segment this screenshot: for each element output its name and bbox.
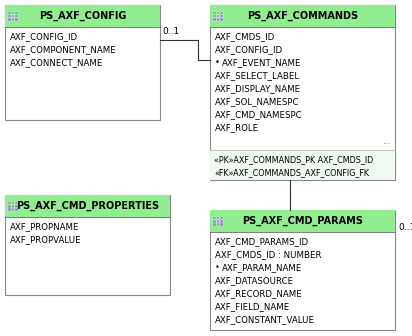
Text: •: •: [215, 58, 220, 67]
Bar: [15, 15, 18, 17]
Bar: [5, 195, 170, 217]
Text: •: •: [215, 263, 220, 272]
Text: AXF_CONFIG_ID: AXF_CONFIG_ID: [215, 45, 283, 54]
Bar: [210, 210, 395, 232]
Text: ...: ...: [382, 137, 390, 146]
Text: AXF_CMD_NAMESPC: AXF_CMD_NAMESPC: [215, 110, 303, 119]
Text: AXF_DISPLAY_NAME: AXF_DISPLAY_NAME: [215, 84, 301, 93]
Text: AXF_SOL_NAMESPC: AXF_SOL_NAMESPC: [215, 97, 300, 106]
Text: «FK»AXF_COMMANDS_AXF_CONFIG_FK: «FK»AXF_COMMANDS_AXF_CONFIG_FK: [214, 168, 369, 177]
Text: AXF_PROPNAME: AXF_PROPNAME: [10, 222, 80, 231]
Bar: [213, 220, 216, 222]
Bar: [213, 15, 216, 17]
Text: AXF_CMD_PARAMS_ID: AXF_CMD_PARAMS_ID: [215, 237, 309, 246]
Text: AXF_PROPVALUE: AXF_PROPVALUE: [10, 235, 82, 244]
Bar: [9, 11, 11, 14]
Bar: [12, 205, 14, 208]
Text: AXF_PARAM_NAME: AXF_PARAM_NAME: [222, 263, 302, 272]
Text: AXF_COMPONENT_NAME: AXF_COMPONENT_NAME: [10, 45, 117, 54]
Bar: [213, 216, 216, 219]
Bar: [15, 202, 18, 204]
Bar: [210, 5, 395, 180]
Text: AXF_RECORD_NAME: AXF_RECORD_NAME: [215, 289, 303, 298]
Bar: [213, 18, 216, 21]
Text: AXF_SELECT_LABEL: AXF_SELECT_LABEL: [215, 71, 300, 80]
Bar: [5, 5, 160, 120]
Bar: [217, 15, 220, 17]
Bar: [15, 11, 18, 14]
Text: AXF_CMDS_ID: AXF_CMDS_ID: [215, 32, 275, 41]
Bar: [9, 208, 11, 211]
Text: PS_AXF_CMD_PROPERTIES: PS_AXF_CMD_PROPERTIES: [16, 201, 159, 211]
Bar: [217, 18, 220, 21]
Bar: [9, 18, 11, 21]
Text: PS_AXF_CMD_PARAMS: PS_AXF_CMD_PARAMS: [242, 216, 363, 226]
Bar: [220, 220, 223, 222]
Bar: [220, 11, 223, 14]
Bar: [9, 205, 11, 208]
Bar: [217, 216, 220, 219]
Bar: [15, 205, 18, 208]
Bar: [210, 150, 395, 180]
Bar: [220, 18, 223, 21]
Bar: [217, 223, 220, 226]
Bar: [220, 15, 223, 17]
Text: AXF_CONSTANT_VALUE: AXF_CONSTANT_VALUE: [215, 315, 315, 324]
Text: AXF_ROLE: AXF_ROLE: [215, 123, 259, 132]
Bar: [12, 202, 14, 204]
Bar: [15, 18, 18, 21]
Text: PS_AXF_CONFIG: PS_AXF_CONFIG: [39, 11, 126, 21]
Bar: [210, 5, 395, 27]
Bar: [220, 216, 223, 219]
Bar: [12, 208, 14, 211]
Bar: [15, 208, 18, 211]
Bar: [210, 210, 395, 330]
Text: PS_AXF_COMMANDS: PS_AXF_COMMANDS: [247, 11, 358, 21]
Bar: [220, 223, 223, 226]
Text: AXF_CONFIG_ID: AXF_CONFIG_ID: [10, 32, 78, 41]
Bar: [213, 11, 216, 14]
Bar: [217, 11, 220, 14]
Bar: [213, 223, 216, 226]
Text: 0..1: 0..1: [398, 223, 412, 233]
Bar: [12, 11, 14, 14]
Text: 0..1: 0..1: [162, 27, 179, 36]
Bar: [217, 220, 220, 222]
Bar: [9, 202, 11, 204]
Text: AXF_EVENT_NAME: AXF_EVENT_NAME: [222, 58, 302, 67]
Bar: [12, 15, 14, 17]
Text: AXF_FIELD_NAME: AXF_FIELD_NAME: [215, 302, 290, 311]
Bar: [9, 15, 11, 17]
Bar: [12, 18, 14, 21]
Text: AXF_CMDS_ID : NUMBER: AXF_CMDS_ID : NUMBER: [215, 250, 321, 259]
Text: AXF_DATASOURCE: AXF_DATASOURCE: [215, 276, 294, 285]
Bar: [5, 5, 160, 27]
Text: AXF_CONNECT_NAME: AXF_CONNECT_NAME: [10, 58, 103, 67]
Text: «PK»AXF_COMMANDS_PK AXF_CMDS_ID: «PK»AXF_COMMANDS_PK AXF_CMDS_ID: [214, 155, 373, 164]
Bar: [5, 195, 170, 295]
